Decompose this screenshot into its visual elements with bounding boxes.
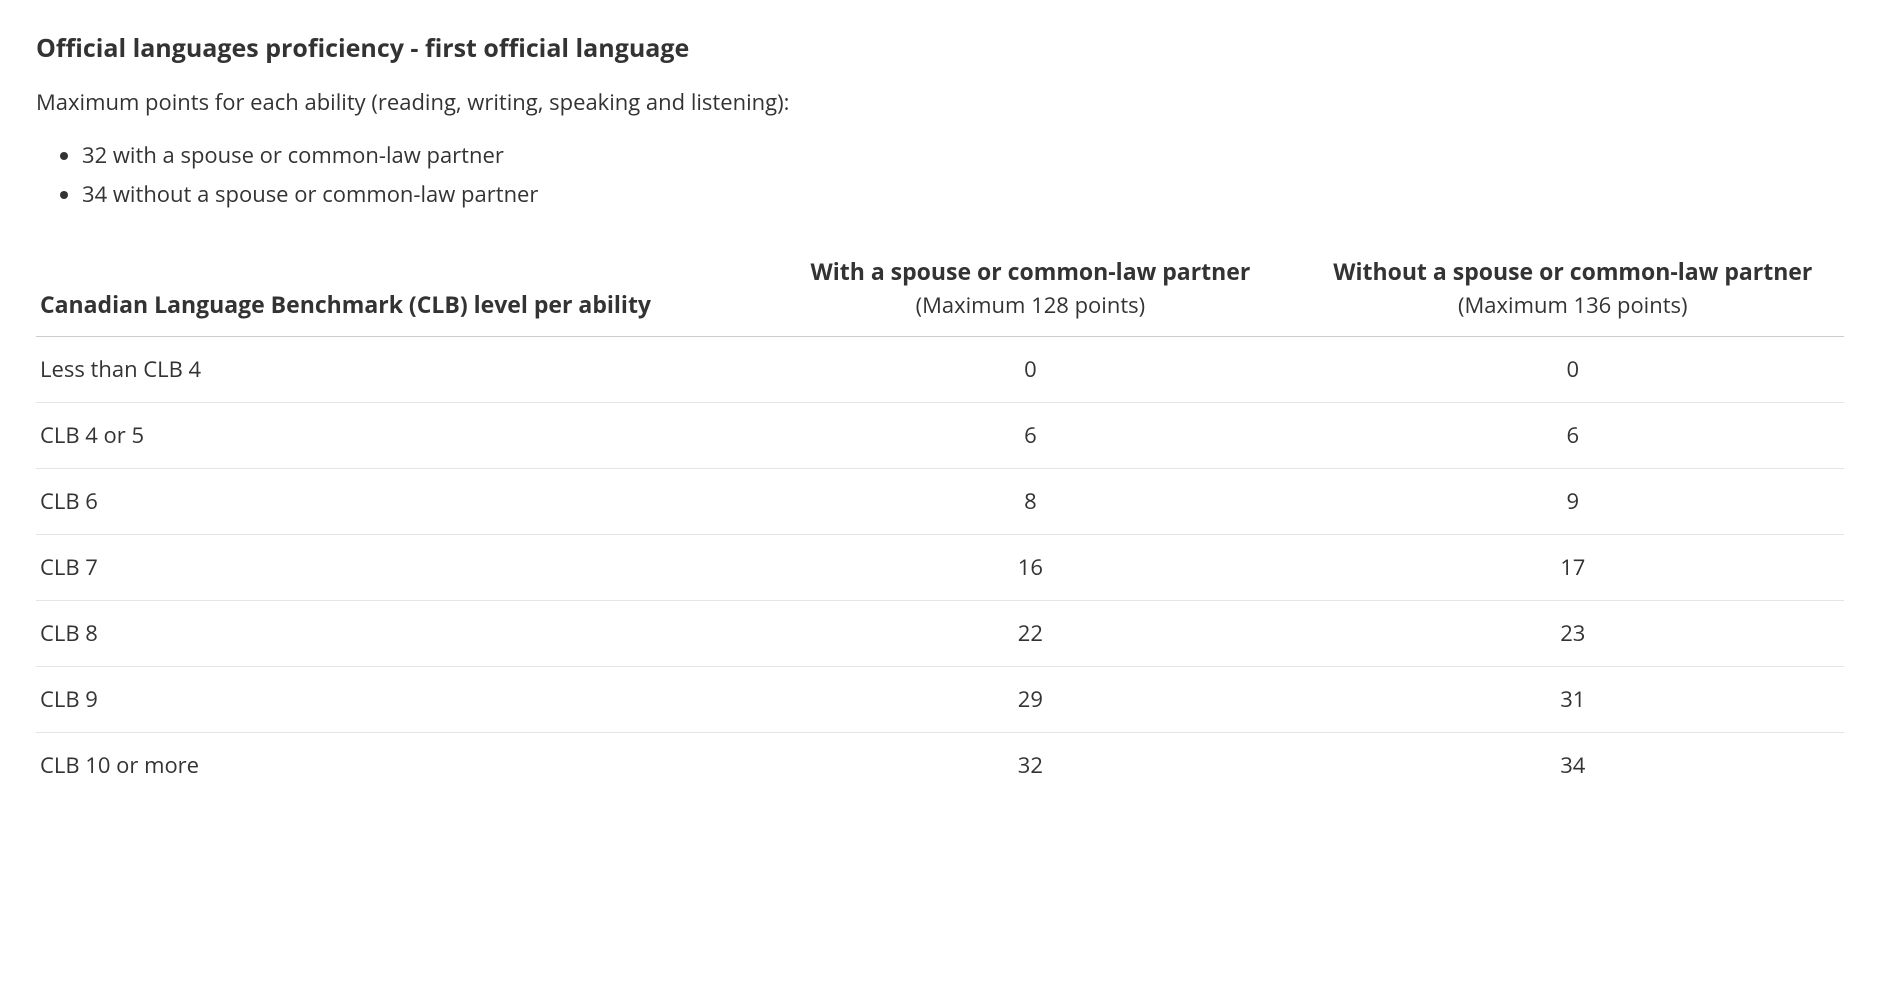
cell-with-spouse: 22: [759, 600, 1301, 666]
cell-with-spouse: 16: [759, 534, 1301, 600]
cell-clb-level: CLB 6: [36, 468, 759, 534]
table-header-row: Canadian Language Benchmark (CLB) level …: [36, 243, 1844, 337]
clb-points-table: Canadian Language Benchmark (CLB) level …: [36, 243, 1844, 798]
cell-without-spouse: 23: [1302, 600, 1844, 666]
cell-without-spouse: 9: [1302, 468, 1844, 534]
table-row: CLB 10 or more 32 34: [36, 732, 1844, 798]
table-row: CLB 4 or 5 6 6: [36, 402, 1844, 468]
cell-with-spouse: 29: [759, 666, 1301, 732]
cell-without-spouse: 31: [1302, 666, 1844, 732]
list-item: 34 without a spouse or common-law partne…: [82, 178, 1844, 211]
table-row: CLB 6 8 9: [36, 468, 1844, 534]
cell-clb-level: Less than CLB 4: [36, 336, 759, 402]
list-item: 32 with a spouse or common-law partner: [82, 139, 1844, 172]
cell-clb-level: CLB 4 or 5: [36, 402, 759, 468]
cell-without-spouse: 17: [1302, 534, 1844, 600]
cell-clb-level: CLB 9: [36, 666, 759, 732]
cell-with-spouse: 32: [759, 732, 1301, 798]
cell-clb-level: CLB 10 or more: [36, 732, 759, 798]
section-heading: Official languages proficiency - first o…: [36, 30, 1844, 68]
section-description: Maximum points for each ability (reading…: [36, 86, 1844, 119]
col-header-subtitle: (Maximum 128 points): [773, 290, 1287, 322]
col-header-title: Canadian Language Benchmark (CLB) level …: [40, 288, 651, 320]
cell-without-spouse: 34: [1302, 732, 1844, 798]
col-header-without-spouse: Without a spouse or common-law partner (…: [1302, 243, 1844, 337]
col-header-title: Without a spouse or common-law partner: [1333, 255, 1812, 287]
col-header-title: With a spouse or common-law partner: [810, 255, 1250, 287]
cell-without-spouse: 6: [1302, 402, 1844, 468]
col-header-with-spouse: With a spouse or common-law partner (Max…: [759, 243, 1301, 337]
cell-with-spouse: 8: [759, 468, 1301, 534]
cell-clb-level: CLB 7: [36, 534, 759, 600]
cell-clb-level: CLB 8: [36, 600, 759, 666]
cell-without-spouse: 0: [1302, 336, 1844, 402]
cell-with-spouse: 6: [759, 402, 1301, 468]
col-header-subtitle: (Maximum 136 points): [1316, 290, 1830, 322]
table-row: CLB 8 22 23: [36, 600, 1844, 666]
table-row: CLB 9 29 31: [36, 666, 1844, 732]
table-row: CLB 7 16 17: [36, 534, 1844, 600]
cell-with-spouse: 0: [759, 336, 1301, 402]
max-points-list: 32 with a spouse or common-law partner 3…: [36, 139, 1844, 211]
col-header-clb-level: Canadian Language Benchmark (CLB) level …: [36, 243, 759, 337]
table-row: Less than CLB 4 0 0: [36, 336, 1844, 402]
